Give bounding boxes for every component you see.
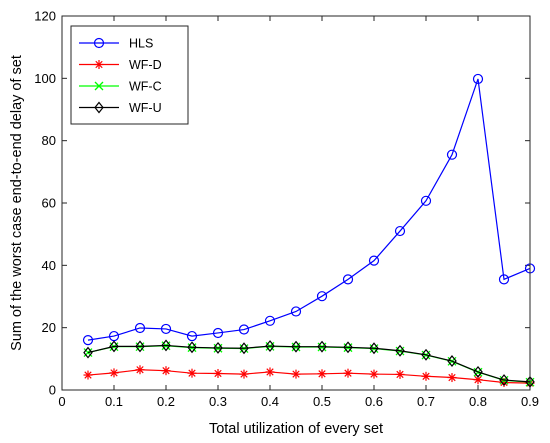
data-point (161, 366, 171, 376)
legend-entry-hls: HLS (79, 37, 153, 51)
data-point (369, 342, 379, 355)
data-point (83, 370, 93, 380)
data-point (317, 369, 327, 379)
data-point (135, 340, 145, 353)
data-point (212, 327, 224, 339)
data-point (213, 368, 223, 378)
data-point (161, 339, 171, 352)
data-point (213, 341, 223, 354)
data-point (186, 330, 198, 342)
x-tick-label: 0.5 (313, 394, 331, 409)
axes-frame (61, 15, 531, 391)
legend: HLS WF-D WF-C WF-U (70, 25, 189, 125)
y-tick-label: 120 (34, 9, 56, 24)
x-tick-label: 0.7 (417, 394, 435, 409)
data-point (160, 323, 172, 335)
y-tick-label: 100 (34, 71, 56, 86)
legend-label: WF-U (129, 101, 162, 115)
legend-label: HLS (129, 37, 153, 51)
data-point (265, 367, 275, 377)
data-point (317, 340, 327, 353)
legend-entry-wf-c: WF-C (79, 80, 162, 94)
data-point (498, 274, 510, 285)
x-tick-label: 0.4 (261, 394, 279, 409)
legend-label: WF-C (129, 80, 162, 94)
data-point (342, 274, 354, 285)
data-point (343, 341, 353, 354)
data-point (291, 340, 301, 353)
data-point (109, 340, 119, 353)
data-point (265, 340, 275, 353)
x-tick-label: 0 (58, 394, 65, 409)
data-point (447, 355, 457, 367)
data-point (134, 322, 146, 334)
y-axis-label: Sum of the worst case end-to-end delay o… (9, 55, 25, 351)
data-point (499, 374, 509, 386)
data-point (343, 368, 353, 378)
x-axis-label: Total utilization of every set (209, 421, 383, 437)
data-point (291, 369, 301, 379)
x-tick-label: 0.2 (157, 394, 175, 409)
data-point (421, 371, 431, 381)
data-point (109, 368, 119, 378)
data-point (446, 149, 458, 160)
data-point (239, 342, 249, 355)
data-point (368, 255, 380, 266)
legend-entry-wf-u: WF-U (79, 101, 162, 115)
y-tick-label: 80 (42, 133, 56, 148)
y-tick-label: 0 (49, 383, 56, 398)
data-point (420, 195, 432, 206)
data-point (395, 344, 405, 357)
series-wf-u (83, 339, 535, 388)
data-point (473, 365, 483, 378)
data-point (187, 368, 197, 378)
legend-marker (94, 60, 104, 69)
data-point (239, 369, 249, 379)
y-tick-labels: 0 20 40 60 80 100 120 (34, 9, 56, 398)
data-point (421, 348, 431, 361)
data-point (238, 324, 250, 335)
data-point (447, 373, 457, 383)
series-layer (82, 73, 536, 388)
y-tick-label: 40 (42, 258, 56, 273)
data-point (290, 306, 302, 317)
legend-marker (94, 101, 104, 114)
legend-label: WF-D (129, 58, 162, 72)
series-hls (82, 73, 536, 346)
x-tick-label: 0.1 (105, 394, 123, 409)
data-point (369, 369, 379, 379)
x-tick-label: 0.9 (521, 394, 539, 409)
legend-entry-wf-d: WF-D (79, 58, 162, 72)
x-tick-label: 0.3 (209, 394, 227, 409)
data-point (83, 346, 93, 359)
data-point (264, 315, 276, 326)
x-tick-labels: 0 0.1 0.2 0.3 0.4 0.5 0.6 0.7 0.8 0.9 (58, 394, 539, 409)
data-point (187, 341, 197, 354)
data-point (395, 369, 405, 379)
y-tick-label: 60 (42, 196, 56, 211)
x-tick-label: 0.8 (469, 394, 487, 409)
data-point (472, 73, 484, 85)
y-tick-label: 20 (42, 320, 56, 335)
data-point (135, 365, 145, 375)
data-point (82, 335, 94, 346)
data-point (316, 291, 328, 302)
legend-marker (94, 81, 104, 91)
x-tick-label: 0.6 (365, 394, 383, 409)
legend-marker (93, 37, 105, 49)
data-point (394, 225, 406, 237)
